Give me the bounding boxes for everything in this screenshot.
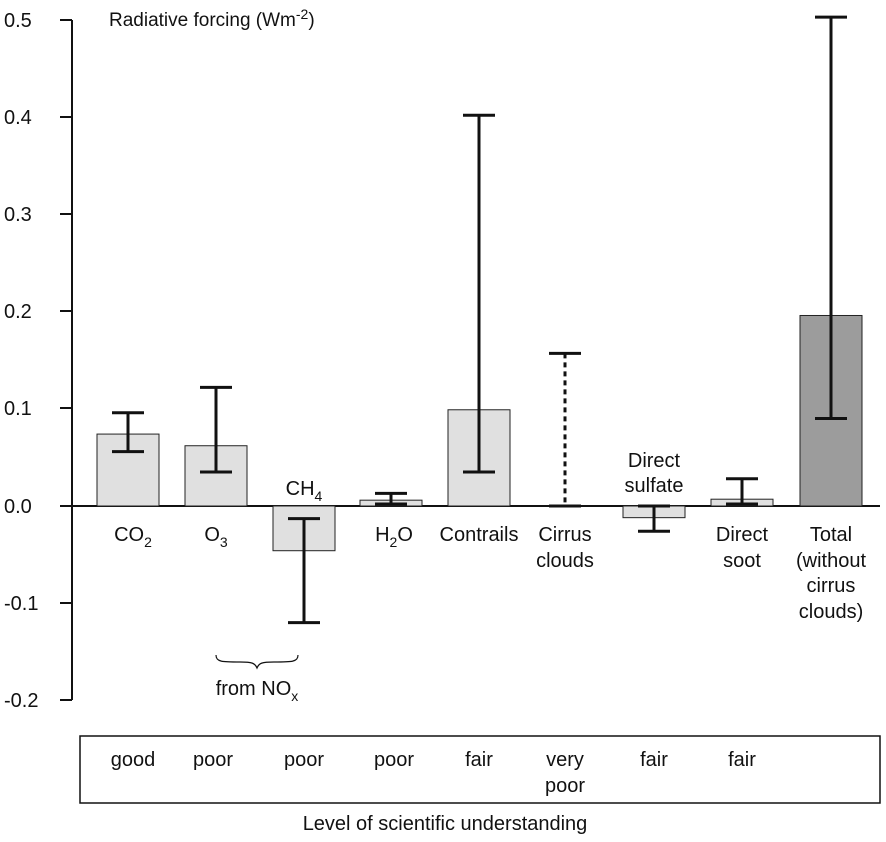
y-tick-label: 0.4: [4, 107, 32, 129]
category-label-total-2: (without: [796, 550, 866, 572]
y-tick-label: 0.5: [4, 10, 32, 32]
category-label-direct-sulfate: Direct: [628, 450, 681, 472]
understanding-title: Level of scientific understanding: [303, 813, 588, 835]
category-label-o3: O3: [204, 524, 228, 550]
understanding-contrails: fair: [465, 749, 493, 771]
understanding-o3: poor: [193, 749, 233, 771]
category-label-total-4: clouds): [799, 601, 863, 623]
understanding-ch4: poor: [284, 749, 324, 771]
understanding-soot: fair: [728, 749, 756, 771]
category-label-ch4: CH4: [286, 478, 323, 504]
y-axis: 0.5 0.4 0.3 0.2 0.1 0.0 -0.1 -0.2: [4, 10, 72, 712]
understanding-sulfate: fair: [640, 749, 668, 771]
understanding-h2o: poor: [374, 749, 414, 771]
category-label-total-3: cirrus: [807, 575, 856, 597]
category-label-co2: CO2: [114, 524, 152, 550]
category-label-direct-sulfate-2: sulfate: [625, 475, 684, 497]
y-tick-label: -0.2: [4, 690, 38, 712]
bracket-label: from NOx: [216, 678, 299, 704]
category-label-contrails: Contrails: [440, 524, 519, 546]
y-tick-label: 0.1: [4, 398, 32, 420]
category-label-total: Total: [810, 524, 852, 546]
y-tick-label: -0.1: [4, 593, 38, 615]
chart-title: Radiative forcing (Wm-2): [109, 6, 315, 31]
category-label-cirrus-2: clouds: [536, 550, 594, 572]
bracket-shape: [216, 655, 298, 668]
nox-bracket: from NOx: [216, 655, 299, 704]
understanding-co2: good: [111, 749, 156, 771]
y-tick-label: 0.3: [4, 204, 32, 226]
category-label-h2o: H2O: [375, 524, 413, 550]
category-label-direct-soot: Direct: [716, 524, 769, 546]
understanding-cirrus-2: poor: [545, 775, 585, 797]
y-tick-label: 0.2: [4, 301, 32, 323]
category-label-direct-soot-2: soot: [723, 550, 761, 572]
y-tick-label: 0.0: [4, 496, 32, 518]
understanding-cirrus: very: [546, 749, 584, 771]
category-label-cirrus: Cirrus: [538, 524, 591, 546]
